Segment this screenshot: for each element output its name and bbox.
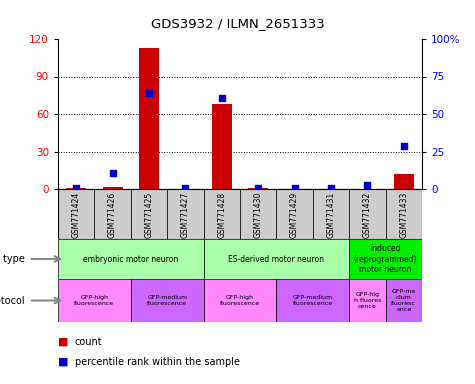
Point xyxy=(218,94,226,101)
FancyBboxPatch shape xyxy=(204,279,276,322)
Point xyxy=(72,185,80,191)
Point xyxy=(291,185,298,191)
FancyBboxPatch shape xyxy=(276,189,313,239)
Text: GSM771432: GSM771432 xyxy=(363,192,372,238)
FancyBboxPatch shape xyxy=(58,279,131,322)
FancyBboxPatch shape xyxy=(386,279,422,322)
Bar xyxy=(66,188,86,189)
Text: GSM771430: GSM771430 xyxy=(254,192,263,238)
FancyBboxPatch shape xyxy=(131,189,167,239)
Text: GFP-medium
fluorescence: GFP-medium fluorescence xyxy=(147,295,187,306)
Point xyxy=(255,184,262,190)
FancyBboxPatch shape xyxy=(349,279,386,322)
Text: ■: ■ xyxy=(58,337,68,347)
Text: GFP-high
fluorescence: GFP-high fluorescence xyxy=(74,295,114,306)
Bar xyxy=(139,48,159,189)
Text: GSM771427: GSM771427 xyxy=(181,192,190,238)
FancyBboxPatch shape xyxy=(204,189,240,239)
Text: embryonic motor neuron: embryonic motor neuron xyxy=(83,255,179,263)
Point xyxy=(363,181,371,187)
FancyBboxPatch shape xyxy=(131,279,204,322)
Text: induced
(reprogrammed)
motor neuron: induced (reprogrammed) motor neuron xyxy=(354,244,418,274)
Text: GSM771426: GSM771426 xyxy=(108,192,117,238)
Bar xyxy=(248,188,268,189)
Text: GFP-me
dium
fluoresc
ence: GFP-me dium fluoresc ence xyxy=(391,289,416,312)
Point xyxy=(400,142,408,149)
Bar xyxy=(212,104,232,189)
FancyBboxPatch shape xyxy=(240,189,276,239)
Text: protocol: protocol xyxy=(0,296,25,306)
FancyBboxPatch shape xyxy=(349,189,386,239)
Point xyxy=(327,185,335,191)
FancyBboxPatch shape xyxy=(167,189,204,239)
FancyBboxPatch shape xyxy=(58,189,95,239)
FancyBboxPatch shape xyxy=(386,189,422,239)
Bar xyxy=(394,174,414,189)
Text: GFP-hig
h fluores
cence: GFP-hig h fluores cence xyxy=(354,292,381,309)
FancyBboxPatch shape xyxy=(95,189,131,239)
Text: GFP-medium
fluorescence: GFP-medium fluorescence xyxy=(293,295,333,306)
Text: ■: ■ xyxy=(58,357,68,367)
FancyBboxPatch shape xyxy=(276,279,349,322)
Text: GSM771433: GSM771433 xyxy=(399,192,408,238)
Text: cell type: cell type xyxy=(0,254,25,264)
Text: GSM771424: GSM771424 xyxy=(72,192,81,238)
Point xyxy=(145,90,153,96)
Text: GDS3932 / ILMN_2651333: GDS3932 / ILMN_2651333 xyxy=(151,17,324,30)
Bar xyxy=(103,187,123,189)
Text: GSM771428: GSM771428 xyxy=(217,192,226,238)
Text: count: count xyxy=(75,337,102,347)
Text: GSM771429: GSM771429 xyxy=(290,192,299,238)
Text: ES-derived motor neuron: ES-derived motor neuron xyxy=(228,255,324,263)
FancyBboxPatch shape xyxy=(349,239,422,279)
Point xyxy=(109,169,116,175)
FancyBboxPatch shape xyxy=(58,239,204,279)
Point xyxy=(181,185,189,191)
FancyBboxPatch shape xyxy=(313,189,349,239)
Text: GSM771425: GSM771425 xyxy=(144,192,153,238)
Text: percentile rank within the sample: percentile rank within the sample xyxy=(75,357,239,367)
Text: GFP-high
fluorescence: GFP-high fluorescence xyxy=(220,295,260,306)
Text: GSM771431: GSM771431 xyxy=(326,192,335,238)
FancyBboxPatch shape xyxy=(204,239,349,279)
